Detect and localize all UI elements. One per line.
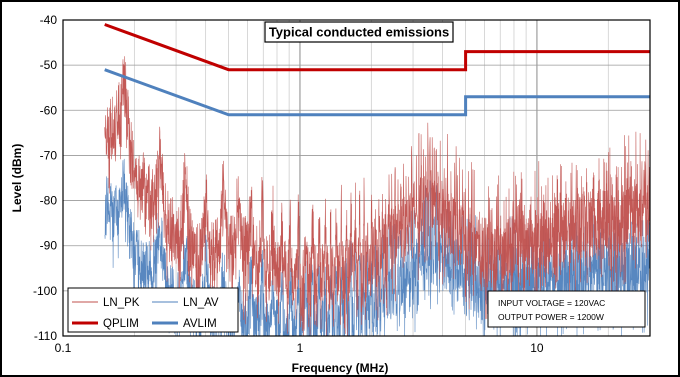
legend-label-qplim: QPLIM bbox=[103, 318, 139, 330]
y-tick-label: -60 bbox=[40, 103, 58, 117]
annotation-box: INPUT VOLTAGE = 120VAC OUTPUT POWER = 12… bbox=[487, 290, 646, 328]
legend-label-ln-pk: LN_PK bbox=[103, 297, 140, 309]
series-avlim-line bbox=[104, 68, 650, 117]
legend-label-avlim: AVLIM bbox=[183, 318, 217, 330]
y-tick-label: -110 bbox=[34, 329, 57, 343]
annotation-voltage: INPUT VOLTAGE = 120VAC bbox=[498, 298, 605, 308]
x-tick-label: 10 bbox=[530, 341, 544, 355]
x-axis-label: Frequency (MHz) bbox=[292, 361, 389, 375]
legend: LN_PK LN_AV QPLIM AVLIM bbox=[67, 287, 239, 333]
plot-frame bbox=[62, 19, 651, 337]
limit-lines bbox=[104, 23, 650, 117]
legend-label-ln-av: LN_AV bbox=[183, 297, 219, 309]
annotation-power: OUTPUT POWER = 1200W bbox=[498, 312, 604, 322]
chart-title-box: Typical conducted emissions bbox=[264, 21, 454, 43]
y-tick-label: -90 bbox=[40, 239, 58, 253]
series-qplim-line bbox=[104, 23, 650, 72]
x-tick-label: 0.1 bbox=[55, 341, 72, 355]
y-tick-label: -100 bbox=[33, 284, 57, 298]
x-tick-label: 1 bbox=[297, 341, 304, 355]
series-ln-pk-trace bbox=[104, 56, 651, 337]
y-tick-label: -80 bbox=[40, 194, 58, 208]
y-tick-label: -50 bbox=[40, 58, 58, 72]
chart-title: Typical conducted emissions bbox=[269, 25, 449, 40]
y-tick-label: -40 bbox=[40, 13, 58, 27]
y-axis-label: Level (dBm) bbox=[10, 144, 24, 213]
y-tick-label: -70 bbox=[40, 148, 58, 162]
